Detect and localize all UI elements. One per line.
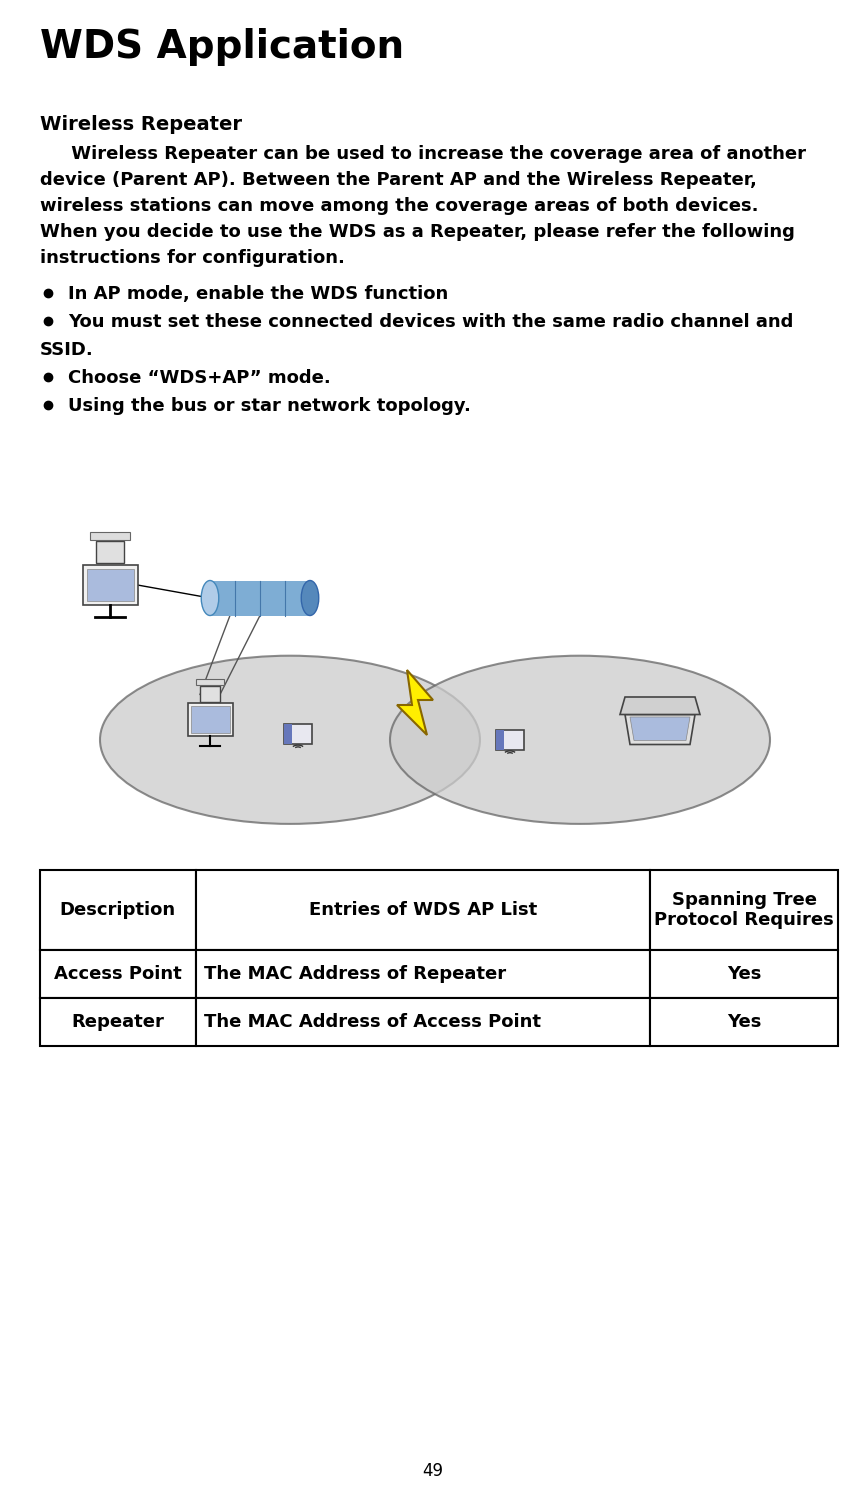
Bar [196,951,650,998]
Bar [87,569,134,600]
Bar [200,685,220,702]
Bar [210,581,310,615]
Text: instructions for configuration.: instructions for configuration. [40,249,345,267]
Bar [496,730,504,749]
Text: Spanning Tree
Protocol Requires: Spanning Tree Protocol Requires [655,891,834,930]
Text: You must set these connected devices with the same radio channel and: You must set these connected devices wit… [68,313,793,331]
Polygon shape [620,697,700,715]
Text: Repeater: Repeater [71,1013,164,1031]
Bar [40,951,196,998]
Bar [90,532,130,539]
Text: 49: 49 [422,1462,444,1480]
Ellipse shape [301,581,319,615]
Polygon shape [397,670,433,735]
Bar [187,703,232,736]
Bar [196,870,650,951]
Text: Yes: Yes [727,966,761,983]
Text: Wireless Repeater can be used to increase the coverage area of another: Wireless Repeater can be used to increas… [40,145,806,162]
Text: Yes: Yes [727,1013,761,1031]
Polygon shape [625,715,695,745]
Bar [196,679,224,685]
Text: When you decide to use the WDS as a Repeater, please refer the following: When you decide to use the WDS as a Repe… [40,224,795,241]
Text: SSID.: SSID. [40,341,94,359]
Bar [96,541,124,563]
Text: Description: Description [60,901,176,919]
Text: Entries of WDS AP List: Entries of WDS AP List [309,901,538,919]
Text: Wireless Repeater: Wireless Repeater [40,115,242,134]
Text: The MAC Address of Repeater: The MAC Address of Repeater [204,966,505,983]
Bar [284,724,292,744]
Bar [650,951,838,998]
Ellipse shape [100,656,480,824]
Text: WDS Application: WDS Application [40,28,404,66]
Bar [40,998,196,1046]
Ellipse shape [201,581,218,615]
Text: Choose “WDS+AP” mode.: Choose “WDS+AP” mode. [68,370,330,387]
Bar [196,998,650,1046]
Bar [40,870,196,951]
Bar [191,706,230,733]
Ellipse shape [390,656,770,824]
Bar [284,724,312,744]
Text: wireless stations can move among the coverage areas of both devices.: wireless stations can move among the cov… [40,197,759,215]
Bar [82,565,138,605]
Text: device (Parent AP). Between the Parent AP and the Wireless Repeater,: device (Parent AP). Between the Parent A… [40,171,757,189]
Bar [650,998,838,1046]
Bar [650,870,838,951]
Text: Using the bus or star network topology.: Using the bus or star network topology. [68,396,471,416]
Text: The MAC Address of Access Point: The MAC Address of Access Point [204,1013,541,1031]
Bar [496,730,524,749]
Text: In AP mode, enable the WDS function: In AP mode, enable the WDS function [68,285,448,302]
Polygon shape [630,717,690,741]
Text: Access Point: Access Point [54,966,182,983]
